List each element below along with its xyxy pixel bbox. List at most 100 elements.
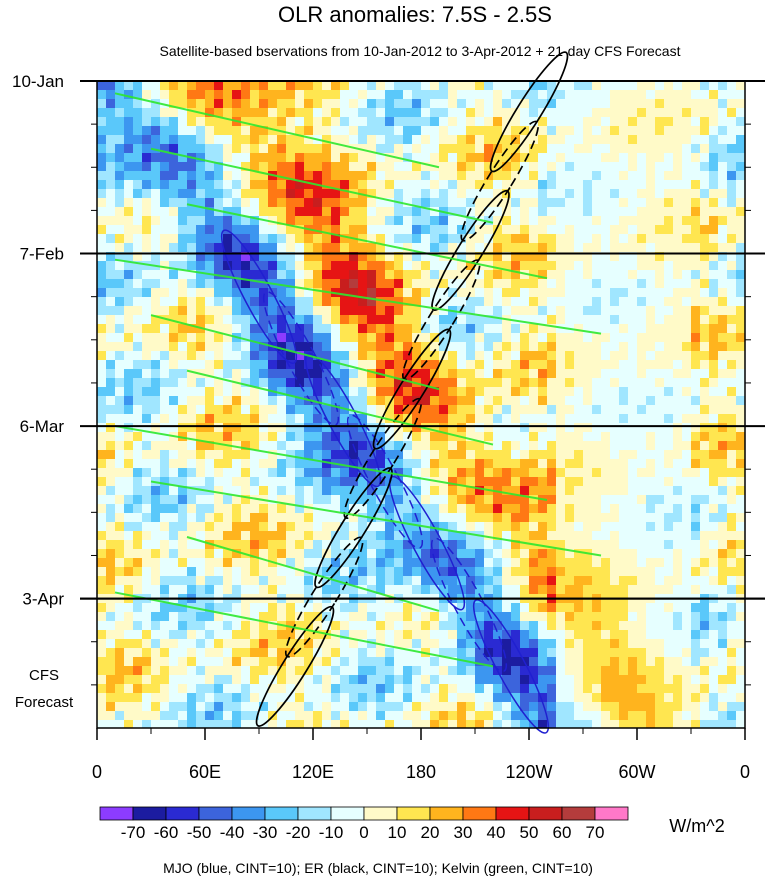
heatmap-cell xyxy=(682,648,691,657)
heatmap-cell xyxy=(637,369,646,378)
heatmap-cell xyxy=(565,603,574,612)
heatmap-cell xyxy=(412,99,421,108)
heatmap-cell xyxy=(439,369,448,378)
heatmap-cell xyxy=(214,216,223,225)
heatmap-cell xyxy=(106,522,115,531)
heatmap-cell xyxy=(133,441,142,450)
heatmap-cell xyxy=(187,90,196,99)
heatmap-cell xyxy=(403,621,412,630)
heatmap-cell xyxy=(475,441,484,450)
heatmap-cell xyxy=(322,396,331,405)
heatmap-cell xyxy=(250,549,259,558)
heatmap-cell xyxy=(655,486,664,495)
heatmap-cell xyxy=(700,117,709,126)
heatmap-cell xyxy=(736,576,745,585)
heatmap-cell xyxy=(142,153,151,162)
heatmap-cell xyxy=(547,405,556,414)
heatmap-cell xyxy=(637,468,646,477)
heatmap-cell xyxy=(538,630,547,639)
heatmap-cell xyxy=(619,612,628,621)
heatmap-cell xyxy=(529,333,538,342)
heatmap-cell xyxy=(592,378,601,387)
heatmap-cell xyxy=(475,513,484,522)
heatmap-cell xyxy=(376,513,385,522)
heatmap-cell xyxy=(700,108,709,117)
heatmap-cell xyxy=(385,180,394,189)
heatmap-cell xyxy=(565,90,574,99)
heatmap-cell xyxy=(457,630,466,639)
heatmap-cell xyxy=(358,171,367,180)
heatmap-cell xyxy=(358,576,367,585)
heatmap-cell xyxy=(556,387,565,396)
heatmap-cell xyxy=(466,378,475,387)
heatmap-cell xyxy=(484,540,493,549)
heatmap-cell xyxy=(196,243,205,252)
heatmap-cell xyxy=(367,369,376,378)
heatmap-cell xyxy=(385,513,394,522)
heatmap-cell xyxy=(547,279,556,288)
heatmap-cell xyxy=(106,603,115,612)
heatmap-cell xyxy=(349,324,358,333)
heatmap-cell xyxy=(529,531,538,540)
heatmap-cell xyxy=(295,630,304,639)
heatmap-cell xyxy=(106,351,115,360)
heatmap-cell xyxy=(682,459,691,468)
heatmap-cell xyxy=(484,108,493,117)
heatmap-cell xyxy=(565,468,574,477)
heatmap-cell xyxy=(403,252,412,261)
heatmap-cell xyxy=(160,549,169,558)
heatmap-cell xyxy=(547,504,556,513)
heatmap-cell xyxy=(619,450,628,459)
heatmap-cell xyxy=(322,495,331,504)
heatmap-cell xyxy=(178,108,187,117)
heatmap-cell xyxy=(97,252,106,261)
heatmap-cell xyxy=(169,675,178,684)
heatmap-cell xyxy=(655,666,664,675)
heatmap-cell xyxy=(115,684,124,693)
heatmap-cell xyxy=(457,414,466,423)
heatmap-cell xyxy=(97,342,106,351)
heatmap-cell xyxy=(133,540,142,549)
heatmap-cell xyxy=(556,126,565,135)
heatmap-cell xyxy=(241,351,250,360)
heatmap-cell xyxy=(331,522,340,531)
heatmap-cell xyxy=(412,432,421,441)
heatmap-cell xyxy=(583,621,592,630)
heatmap-cell xyxy=(412,405,421,414)
heatmap-cell xyxy=(727,171,736,180)
heatmap-cell xyxy=(628,153,637,162)
heatmap-cell xyxy=(565,639,574,648)
heatmap-cell xyxy=(133,477,142,486)
heatmap-cell xyxy=(223,504,232,513)
heatmap-cell xyxy=(709,585,718,594)
heatmap-cell xyxy=(286,324,295,333)
heatmap-cell xyxy=(286,117,295,126)
heatmap-cell xyxy=(151,351,160,360)
heatmap-cell xyxy=(565,189,574,198)
heatmap-cell xyxy=(232,459,241,468)
heatmap-cell xyxy=(241,567,250,576)
heatmap-cell xyxy=(484,126,493,135)
heatmap-cell xyxy=(205,243,214,252)
heatmap-cell xyxy=(286,144,295,153)
heatmap-cell xyxy=(601,396,610,405)
heatmap-cell xyxy=(349,252,358,261)
heatmap-cell xyxy=(637,495,646,504)
heatmap-cell xyxy=(322,621,331,630)
heatmap-cell xyxy=(412,351,421,360)
heatmap-cell xyxy=(205,369,214,378)
heatmap-cell xyxy=(466,126,475,135)
heatmap-cell xyxy=(187,495,196,504)
heatmap-cell xyxy=(142,630,151,639)
heatmap-cell xyxy=(268,486,277,495)
heatmap-cell xyxy=(655,621,664,630)
heatmap-cell xyxy=(736,486,745,495)
heatmap-cell xyxy=(727,243,736,252)
heatmap-cell xyxy=(493,513,502,522)
heatmap-cell xyxy=(385,315,394,324)
heatmap-cell xyxy=(322,162,331,171)
heatmap-cell xyxy=(205,117,214,126)
heatmap-cell xyxy=(322,450,331,459)
heatmap-cell xyxy=(682,378,691,387)
heatmap-cell xyxy=(556,693,565,702)
